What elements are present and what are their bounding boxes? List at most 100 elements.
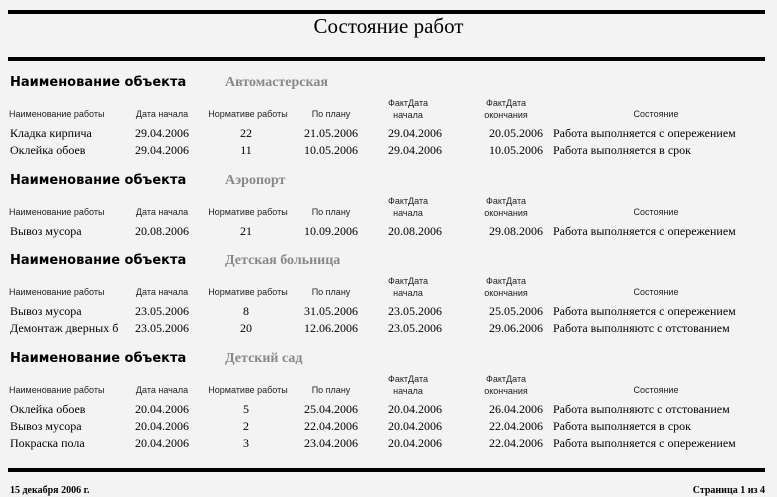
table-cell: 29.04.2006	[388, 143, 442, 157]
column-header: Наименование работы	[9, 384, 105, 395]
table-cell: 22.04.2006	[489, 435, 543, 450]
table-cell: 20.04.2006	[388, 418, 442, 433]
report-title: Состояние работ	[313, 14, 464, 38]
column-header: Дата начала	[135, 206, 189, 217]
table-cell: 8	[243, 304, 249, 318]
top-rule	[8, 10, 765, 14]
column-header: Наименование работы	[9, 287, 105, 297]
table-cell: Кладка кирпича	[10, 126, 92, 140]
table-cell: 20.05.2006	[489, 126, 543, 140]
object-name: Автомастерская	[225, 75, 328, 90]
table-cell: 21	[240, 223, 252, 238]
column-header: ФактДата	[486, 276, 526, 286]
table-cell: Вывоз мусора	[10, 223, 82, 238]
column-header: ФактДата	[486, 373, 526, 384]
table-cell: 10.05.2006	[304, 143, 358, 157]
header-rule	[8, 57, 765, 61]
table-cell: 10.05.2006	[489, 143, 543, 157]
column-header: ФактДата	[388, 373, 428, 384]
column-header: Нормативе работы	[208, 384, 288, 395]
footer-page: Страница 1 из 4	[692, 485, 765, 496]
table-cell: 2	[243, 418, 249, 433]
table-cell: Вывоз мусора	[10, 418, 82, 433]
table-cell: 23.05.2006	[388, 321, 442, 335]
table-cell: 20.04.2006	[388, 435, 442, 450]
column-header: Состояние	[633, 384, 679, 395]
table-cell: 25.04.2006	[304, 401, 358, 416]
table-cell: 20.04.2006	[135, 435, 189, 450]
object-label: Наименование объекта	[10, 172, 187, 188]
column-header: По плану	[311, 384, 351, 395]
column-header: ФактДата	[388, 195, 428, 206]
column-header: Дата начала	[135, 384, 189, 395]
column-header: По плану	[311, 287, 351, 297]
table-cell: Работа выполняютс с отстованием	[553, 321, 730, 335]
table-cell: Работа выполняется в срок	[553, 418, 691, 433]
column-header: Нормативе работы	[208, 109, 288, 119]
object-label: Наименование объекта	[10, 350, 187, 366]
table-cell: 22.04.2006	[304, 418, 358, 433]
object-name: Детский сад	[225, 350, 303, 366]
table-cell: Оклейка обоев	[10, 143, 86, 157]
table-cell: 31.05.2006	[304, 304, 358, 318]
table-cell: 20	[240, 321, 252, 335]
column-header: начала	[393, 207, 423, 218]
column-header: ФактДата	[388, 276, 428, 286]
table-cell: Работа выполняется с опережением	[553, 223, 736, 238]
table-cell: 23.04.2006	[304, 435, 358, 450]
table-cell: Работа выполняется в срок	[553, 143, 691, 157]
table-cell: Покраска пола	[10, 435, 85, 450]
object-name: Аэропорт	[225, 172, 286, 188]
column-header: начала	[393, 385, 423, 396]
table-cell: 23.05.2006	[135, 304, 189, 318]
column-header: По плану	[311, 109, 351, 119]
footer-rule	[8, 468, 765, 472]
column-header: окончания	[484, 288, 528, 298]
column-header: начала	[393, 288, 423, 298]
table-cell: 23.05.2006	[388, 304, 442, 318]
column-header: Состояние	[633, 109, 679, 119]
table-cell: 21.05.2006	[304, 126, 358, 140]
column-header: ФактДата	[486, 195, 526, 206]
column-header: Дата начала	[135, 287, 189, 297]
table-cell: 20.08.2006	[388, 223, 442, 238]
table-cell: 20.08.2006	[135, 223, 189, 238]
column-header: окончания	[484, 385, 528, 396]
column-header: Дата начала	[135, 109, 189, 119]
column-header: Состояние	[633, 206, 679, 217]
column-header: Нормативе работы	[208, 206, 288, 217]
table-cell: 22	[240, 126, 252, 140]
table-cell: 10.09.2006	[304, 223, 358, 238]
table-cell: 20.04.2006	[388, 401, 442, 416]
column-header: окончания	[484, 110, 528, 120]
column-header: Наименование работы	[9, 109, 105, 119]
table-cell: 23.05.2006	[135, 321, 189, 335]
column-header: ФактДата	[388, 98, 428, 108]
table-cell: 29.06.2006	[489, 321, 543, 335]
column-header: Состояние	[633, 287, 679, 297]
table-cell: 11	[240, 143, 252, 157]
table-cell: 3	[243, 435, 249, 450]
table-cell: 22.04.2006	[489, 418, 543, 433]
table-cell: Вывоз мусора	[10, 304, 82, 318]
table-cell: 29.08.2006	[489, 223, 543, 238]
column-header: Нормативе работы	[208, 287, 288, 297]
table-cell: 20.04.2006	[135, 418, 189, 433]
column-header: Наименование работы	[9, 206, 105, 217]
footer-date: 15 декабря 2006 г.	[10, 485, 90, 496]
table-cell: 29.04.2006	[388, 126, 442, 140]
table-cell: Оклейка обоев	[10, 401, 86, 416]
table-cell: 12.06.2006	[304, 321, 358, 335]
table-cell: 20.04.2006	[135, 401, 189, 416]
table-cell: 26.04.2006	[489, 401, 543, 416]
table-cell: 29.04.2006	[135, 143, 189, 157]
table-cell: 5	[243, 401, 249, 416]
table-cell: Демонтаж дверных б	[10, 321, 119, 335]
object-label: Наименование объекта	[10, 253, 187, 268]
object-name: Детская больница	[225, 253, 341, 268]
column-header: начала	[393, 110, 423, 120]
column-header: ФактДата	[486, 98, 526, 108]
column-header: окончания	[484, 207, 528, 218]
table-cell: Работа выполняется с опережением	[553, 304, 736, 318]
